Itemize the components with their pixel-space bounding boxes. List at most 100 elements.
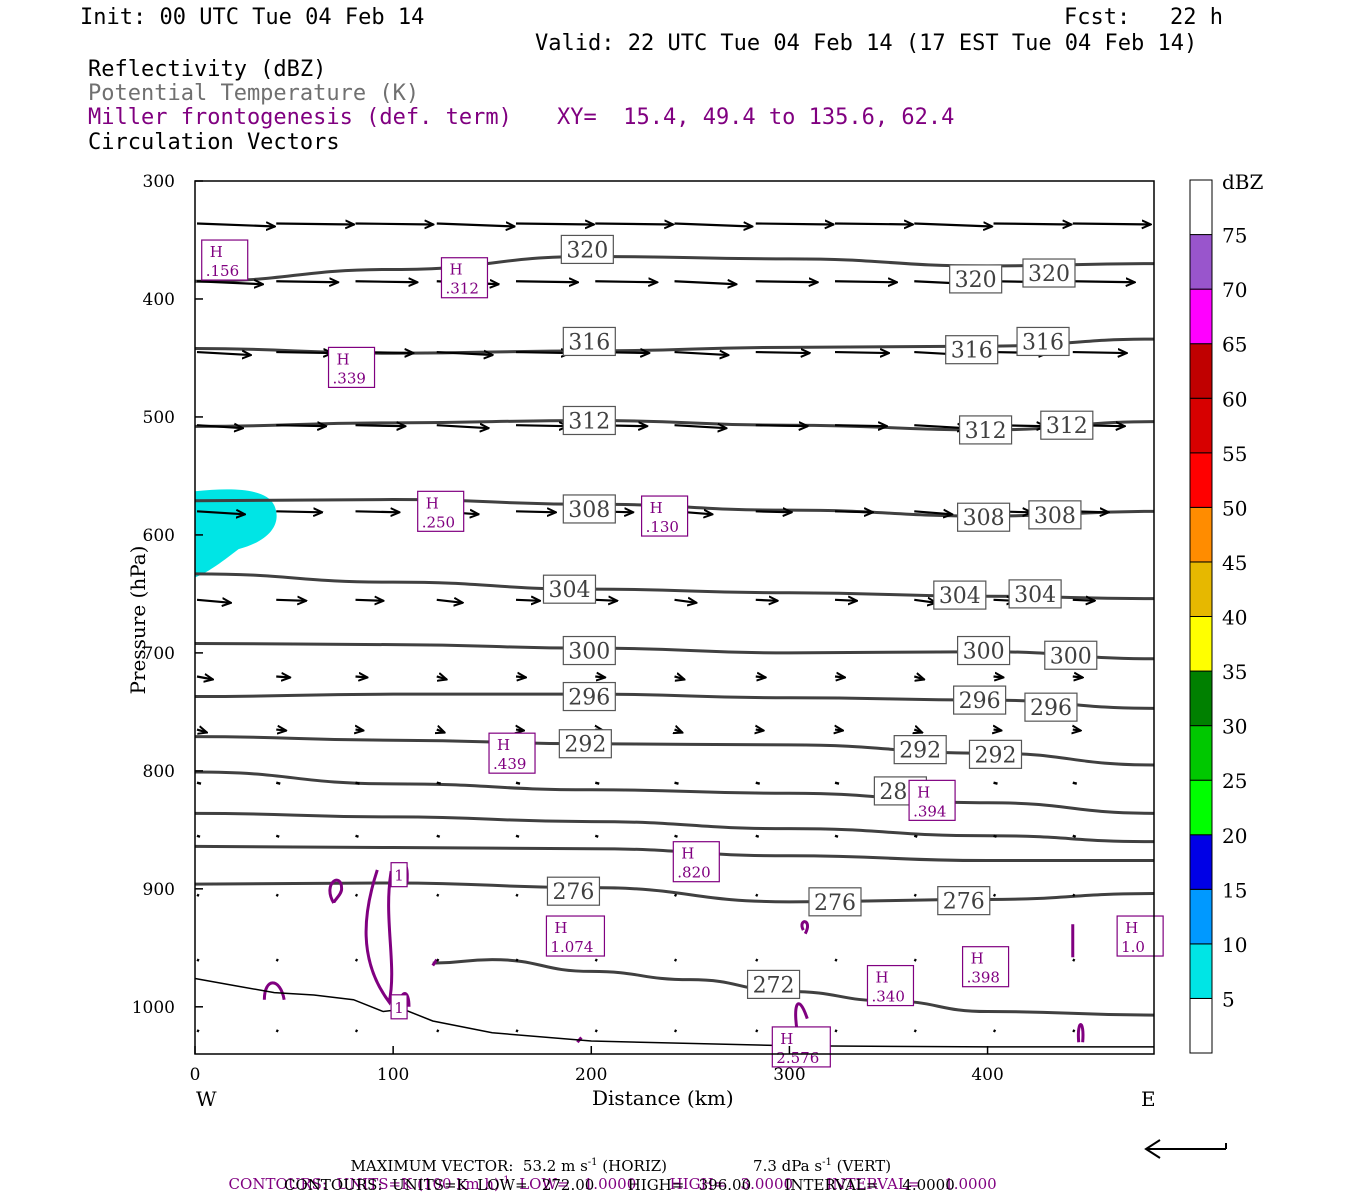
circulation-vector-58 xyxy=(914,511,952,514)
frontogenesis-contour-7 xyxy=(800,920,809,935)
circulation-vector-81 xyxy=(834,676,845,677)
fronto-max-value-8: .820 xyxy=(677,864,710,882)
theta-label-304-1: 304 xyxy=(939,584,981,609)
circulation-vector-123 xyxy=(354,893,359,897)
circulation-vector-92 xyxy=(756,730,764,731)
circulation-vector-104 xyxy=(755,781,761,785)
circulation-vector-5 xyxy=(515,223,594,224)
theta-label-308-2: 308 xyxy=(1034,504,1076,529)
theta-label-312-1: 312 xyxy=(965,419,1007,444)
circulation-vector-86 xyxy=(276,730,286,731)
reflectivity-colorbar: 5 10 15 20 25 30 35 40 45 50 55 60 65 70 75 xyxy=(1189,179,1247,1054)
colorbar-segment-15 xyxy=(1189,179,1213,236)
colorbar-segment-1 xyxy=(1189,943,1213,999)
circulation-vector-147 xyxy=(354,1029,359,1033)
fronto-max-box-4 xyxy=(417,490,465,532)
circulation-vector-140 xyxy=(755,958,759,962)
theta-label-304-2: 304 xyxy=(1014,583,1056,608)
circulation-vector-84 xyxy=(1072,676,1083,677)
theta-label-316-2: 316 xyxy=(1022,330,1064,355)
frontogenesis-contour-9 xyxy=(1076,1023,1085,1043)
circulation-vector-121 xyxy=(196,893,200,897)
theta-label-box-276-0 xyxy=(546,876,601,906)
theta-label-box-320-1 xyxy=(949,264,1003,294)
colorbar-label-75: 75 xyxy=(1222,224,1247,248)
circulation-vector-75 xyxy=(355,676,368,677)
circulation-vector-33 xyxy=(834,352,889,353)
theta-label-box-300-0 xyxy=(562,635,616,666)
colorbar-segment-7 xyxy=(1189,616,1213,672)
circulation-vector-145 xyxy=(196,1029,200,1033)
y-tick-label-700: 700 xyxy=(143,644,175,664)
circulation-vector-26 xyxy=(276,352,332,353)
circulation-vector-109 xyxy=(196,834,201,838)
fronto-max-h-2: H xyxy=(449,261,462,279)
max-vector-line: MAXIMUM VECTOR: 53.2 m s-1 (HORIZ) 7.3 dP… xyxy=(341,1139,892,1175)
theta-label-box-308-0 xyxy=(562,494,616,524)
max-vector-horiz-label: (HORIZ) xyxy=(597,1157,668,1175)
theta-label-box-312-2 xyxy=(1040,410,1094,440)
circulation-vector-87 xyxy=(356,730,364,731)
circulation-vector-119 xyxy=(993,834,997,838)
fronto-contour-label-box-2 xyxy=(390,994,408,1020)
circulation-vector-103 xyxy=(674,781,679,785)
fronto-max-box-7 xyxy=(908,779,956,821)
circulation-vector-15 xyxy=(355,281,418,282)
colorbar-segment-8 xyxy=(1189,561,1213,617)
circulation-vector-139 xyxy=(673,958,678,962)
x-tick-label-0: 0 xyxy=(190,1065,201,1085)
theta-label-276-1: 276 xyxy=(814,891,856,916)
theta-label-box-308-2 xyxy=(1028,500,1082,530)
theta-label-box-292-2 xyxy=(968,739,1023,769)
fronto-max-value-6: .439 xyxy=(493,755,526,773)
theta-label-292-0: 292 xyxy=(564,733,606,758)
colorbar-label-40: 40 xyxy=(1222,606,1247,630)
fronto-max-h-5: H xyxy=(650,499,663,517)
theta-label-304-0: 304 xyxy=(548,578,590,603)
fronto-max-h-12: H xyxy=(780,1030,793,1048)
fronto-max-value-7: .394 xyxy=(913,802,946,820)
theta-label-box-272-0 xyxy=(746,969,801,999)
circulation-vector-41 xyxy=(515,425,568,426)
circulation-vector-115 xyxy=(674,834,678,838)
theta-label-box-276-1 xyxy=(808,887,862,917)
fronto-max-value-3: .339 xyxy=(333,369,366,387)
colorbar-label-50: 50 xyxy=(1222,496,1247,520)
theta-label-272-0: 272 xyxy=(753,973,795,998)
circulation-vector-127 xyxy=(673,893,678,897)
fronto-units: CONTOURS: UNITS=K (100 km h) xyxy=(228,1175,500,1193)
fronto-max-h-4: H xyxy=(426,494,439,512)
theta-contour-284 xyxy=(194,811,1155,844)
theta-label-box-312-1 xyxy=(958,415,1013,445)
circulation-vector-17 xyxy=(515,281,578,282)
circulation-vector-80 xyxy=(755,676,766,677)
circulation-vector-124 xyxy=(436,893,440,897)
circulation-vector-101 xyxy=(515,781,521,785)
circulation-vector-32 xyxy=(755,352,810,353)
theta-label-276-0: 276 xyxy=(552,880,594,905)
fronto-max-box-5 xyxy=(640,495,689,537)
fronto-max-h-6: H xyxy=(497,736,510,754)
circulation-vector-150 xyxy=(594,1029,598,1033)
circulation-vector-68 xyxy=(755,600,778,601)
theta-label-box-300-1 xyxy=(956,635,1011,666)
circulation-vector-107 xyxy=(993,781,998,785)
circulation-vector-38 xyxy=(276,425,326,426)
colorbar-label-65: 65 xyxy=(1222,333,1247,357)
x-tick-label-100: 100 xyxy=(377,1065,409,1085)
theta-label-box-300-2 xyxy=(1044,640,1098,670)
circulation-vector-105 xyxy=(834,781,840,785)
circulation-vector-7 xyxy=(674,223,753,226)
circulation-vector-134 xyxy=(275,958,279,962)
circulation-vector-96 xyxy=(1073,730,1081,731)
circulation-vector-28 xyxy=(436,352,493,355)
circulation-vector-98 xyxy=(275,781,281,785)
fronto-max-h-9: H xyxy=(554,919,567,937)
colorbar-label-5: 5 xyxy=(1222,987,1235,1011)
theta-label-308-1: 308 xyxy=(963,506,1005,531)
circulation-vector-73 xyxy=(196,676,213,679)
theta-label-296-2: 296 xyxy=(1030,696,1072,721)
frontogenesis-contour-info: CONTOURS: UNITS=K (100 km h)-1 LOW= 1.00… xyxy=(219,1157,997,1193)
frontogenesis-contour-3 xyxy=(262,981,286,1001)
theta-label-300-0: 300 xyxy=(568,640,610,665)
